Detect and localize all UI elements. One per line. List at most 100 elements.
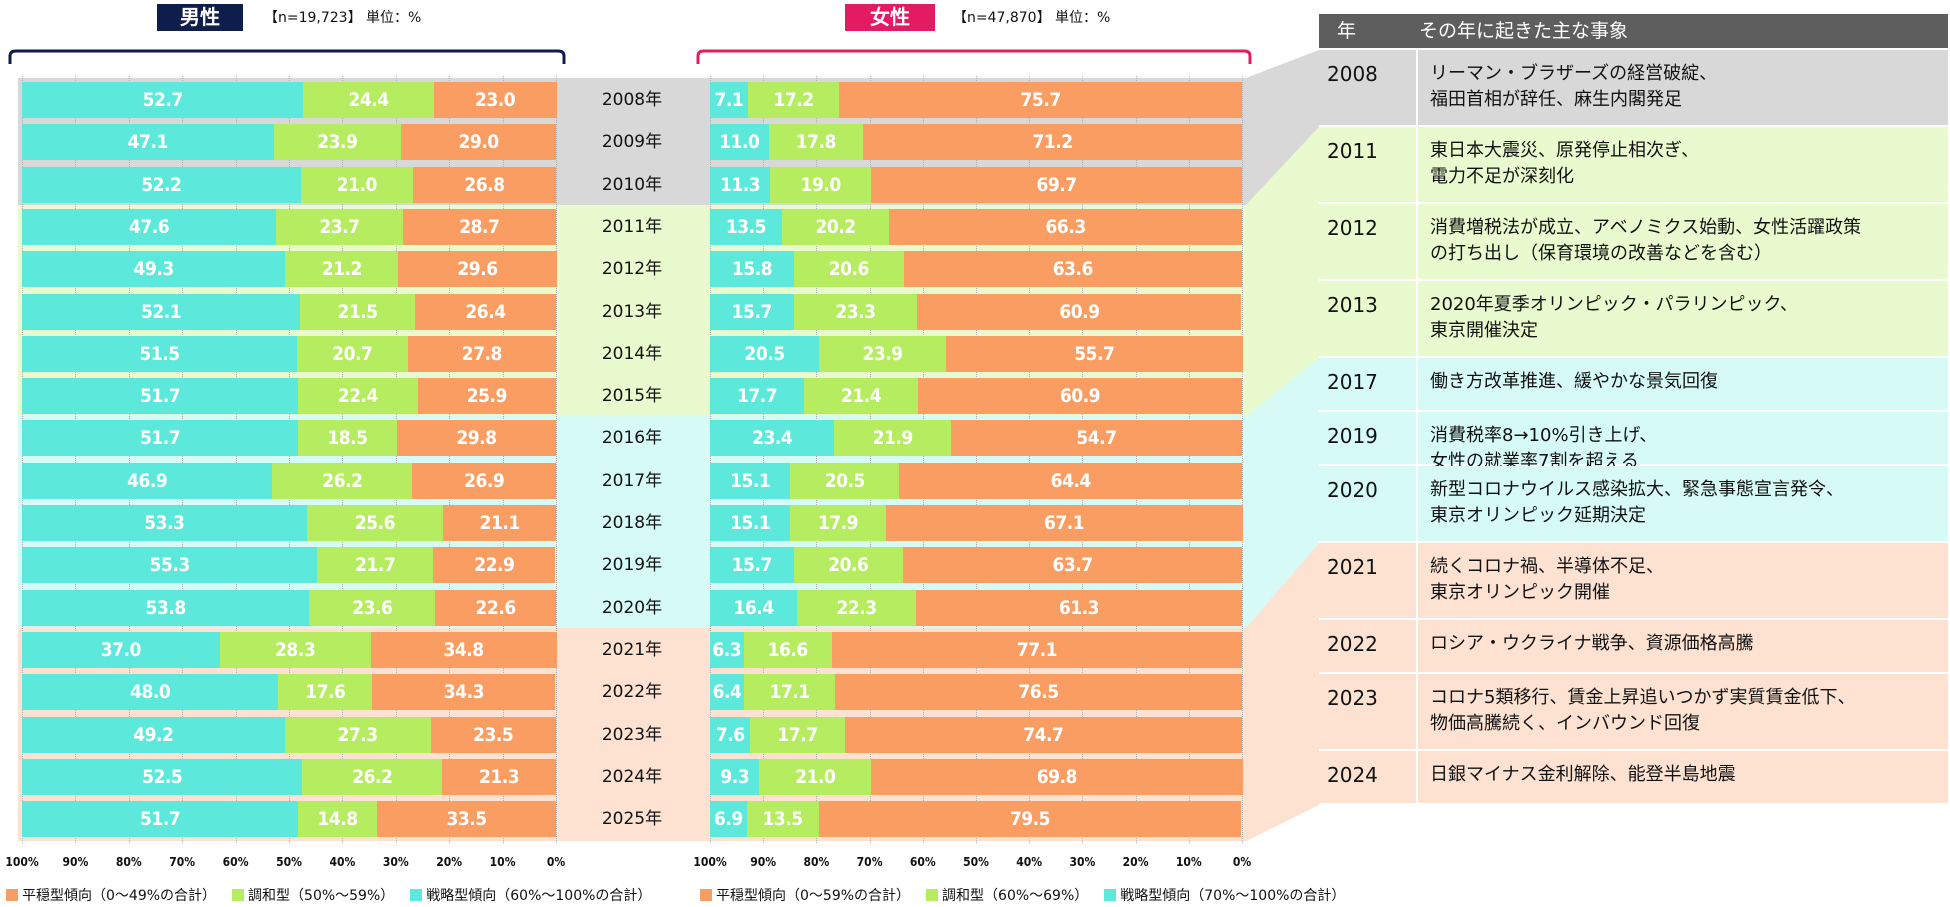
gridline	[976, 76, 977, 844]
female-bar-segment-green: 17.2	[747, 82, 840, 118]
male-bar-segment-orange: 27.8	[407, 335, 556, 372]
male-bar-segment-orange: 29.8	[396, 420, 556, 457]
female-bar-segment-teal: 11.0	[710, 124, 769, 161]
event-row: 2008 リーマン・ブラザーズの経営破綻、 福田首相が辞任、麻生内閣発足	[1319, 50, 1948, 127]
year-label: 2024年	[601, 766, 663, 787]
male-bar-segment-orange: 33.5	[377, 801, 556, 838]
gridline	[1242, 76, 1243, 844]
event-row: 2024 日銀マイナス金利解除、能登半島地震	[1319, 751, 1948, 805]
year-label: 2018年	[601, 513, 663, 533]
male-bar-segment-green: 18.5	[298, 420, 397, 457]
event-line: 電力不足が深刻化	[1430, 166, 1574, 187]
x-tick-label: 30%	[382, 855, 409, 869]
female-bar-segment-green: 23.9	[819, 335, 947, 372]
male-bar-segment-orange: 26.8	[412, 166, 556, 203]
male-bar-segment-green: 26.2	[302, 758, 443, 795]
female-bar-segment-green: 21.9	[834, 420, 951, 457]
male-bar-row: 47.6 23.7 28.7	[22, 208, 556, 245]
event-year: 2012	[1327, 216, 1378, 240]
gridline	[922, 76, 924, 844]
x-tick-label: 50%	[276, 855, 302, 869]
male-bar-segment-orange: 23.5	[430, 716, 556, 753]
gridline	[235, 76, 237, 844]
male-bar-row: 51.7 22.4 25.9	[22, 378, 556, 415]
female-bar-row: 17.7 21.4 60.9	[710, 378, 1242, 415]
legend-label: 平穏型傾向（0～59%の合計）	[716, 888, 911, 904]
female-bar-row: 15.1 17.9 67.1	[710, 505, 1243, 541]
event-year: 2008	[1327, 62, 1378, 86]
event-line: 東京オリンピック延期決定	[1430, 505, 1646, 526]
male-bar-segment-teal: 51.7	[22, 378, 299, 415]
male-bar-segment-green: 17.6	[278, 674, 373, 711]
legend-item: 調和型（50%～59%）	[232, 887, 394, 905]
event-year: 2021	[1327, 555, 1378, 579]
female-bar-row: 6.9 13.5 79.5	[710, 801, 1242, 838]
x-tick-label: 90%	[62, 855, 89, 869]
era-connector	[1246, 543, 1319, 842]
event-line: ロシア・ウクライナ戦争、資源価格高騰	[1430, 633, 1754, 654]
event-row: 2023 コロナ5類移行、賃金上昇追いつかず実質賃金低下、 物価高騰続く、インバウン…	[1319, 674, 1948, 751]
male-bar-segment-teal: 47.6	[22, 208, 277, 245]
event-line: 福田首相が辞任、麻生内閣発足	[1430, 89, 1682, 110]
female-bar-segment-green: 17.7	[750, 716, 845, 753]
female-bar-segment-teal: 6.3	[710, 631, 744, 668]
male-bar-row: 37.0 28.3 34.8	[22, 631, 557, 668]
female-bar-segment-orange: 61.3	[915, 589, 1242, 626]
x-tick-label: 20%	[436, 855, 463, 869]
female-bar-segment-orange: 76.5	[835, 674, 1242, 711]
event-description: 新型コロナウイルス感染拡大、緊急事態宣言発令、 東京オリンピック延期決定	[1416, 466, 1844, 541]
event-description: 2020年夏季オリンピック・パラリンピック、 東京開催決定	[1416, 281, 1798, 356]
male-bar-segment-teal: 47.1	[22, 124, 274, 161]
legend-label: 戦略型傾向（70%～100%の合計）	[1120, 888, 1346, 904]
female-bar-segment-teal: 15.7	[710, 547, 794, 584]
event-line: 東京オリンピック開催	[1430, 582, 1610, 603]
female-title: 女性	[845, 4, 935, 31]
event-line: 働き方改革推進、緩やかな景気回復	[1430, 371, 1718, 392]
year-label: 2016年	[601, 428, 663, 449]
female-bar-segment-orange: 79.5	[818, 801, 1242, 838]
female-bar-segment-green: 16.6	[743, 631, 832, 668]
gridline	[75, 76, 77, 844]
male-bar-row: 51.7 14.8 33.5	[22, 801, 556, 838]
female-bar-segment-orange: 55.7	[946, 335, 1243, 372]
event-description: コロナ5類移行、賃金上昇追いつかず実質賃金低下、 物価高騰続く、インバウンド回復	[1416, 674, 1855, 749]
male-bar-segment-teal: 48.0	[22, 674, 279, 711]
female-bar-row: 15.7 23.3 60.9	[710, 293, 1242, 330]
legend-swatch	[232, 889, 245, 901]
gridline	[1029, 76, 1031, 844]
female-bar-segment-orange: 67.1	[885, 505, 1243, 541]
event-year: 2017	[1327, 370, 1378, 394]
x-tick-label: 60%	[909, 855, 936, 869]
male-bar-segment-green: 27.3	[284, 716, 431, 753]
female-bar-segment-green: 13.5	[746, 801, 819, 838]
x-tick-label: 20%	[1122, 855, 1149, 869]
x-tick-label: 80%	[115, 855, 142, 869]
male-bar-segment-teal: 52.5	[22, 758, 303, 795]
female-bar-segment-teal: 15.1	[710, 462, 791, 499]
year-label: 2023年	[601, 724, 663, 745]
female-bar-segment-orange: 64.4	[899, 462, 1242, 499]
female-bar-segment-teal: 7.1	[710, 82, 748, 118]
male-bar-segment-green: 25.6	[306, 505, 444, 541]
event-description: ロシア・ウクライナ戦争、資源価格高騰	[1416, 620, 1754, 672]
female-bar-row: 9.3 21.0 69.8	[710, 758, 1243, 795]
male-bar-segment-teal: 53.3	[22, 505, 307, 541]
year-label: 2009年	[601, 132, 663, 153]
female-bar-row: 7.6 17.7 74.7	[710, 716, 1242, 753]
male-bar-segment-teal: 55.3	[22, 547, 318, 584]
male-bar-segment-teal: 51.7	[22, 801, 299, 838]
year-label: 2015年	[601, 386, 663, 407]
gridline	[289, 76, 290, 844]
legend-label: 調和型（50%～59%）	[248, 888, 395, 904]
event-description: 消費税率8→10%引き上げ、 女性の就業率7割を超える	[1416, 412, 1657, 472]
female-bar-segment-teal: 11.3	[710, 166, 771, 203]
x-tick-label: 60%	[222, 855, 249, 869]
legend-swatch	[410, 889, 423, 901]
gridline	[342, 76, 344, 844]
female-bar-row: 15.8 20.6 63.6	[710, 251, 1242, 288]
x-tick-label: 40%	[1016, 855, 1043, 869]
event-line: 物価高騰続く、インバウンド回復	[1430, 713, 1700, 734]
male-bracket	[8, 49, 566, 64]
female-bar-segment-green: 20.6	[793, 547, 904, 584]
male-n-label: 【n=19,723】 単位：%	[264, 10, 422, 26]
